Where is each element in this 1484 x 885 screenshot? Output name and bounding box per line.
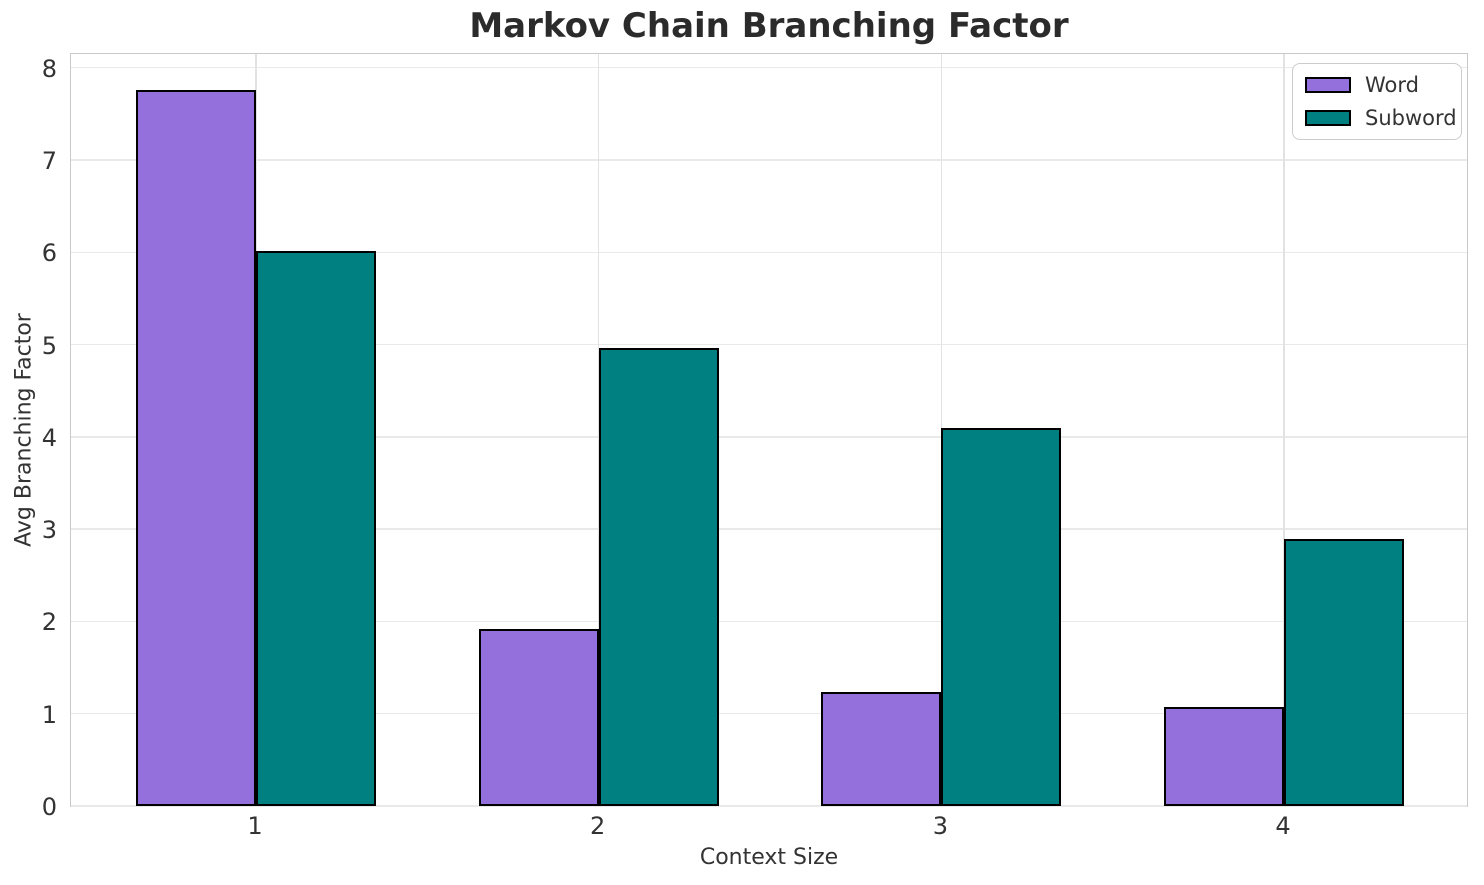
bar-word-1: [136, 89, 256, 806]
y-gridline: [71, 159, 1467, 161]
y-tick-label: 1: [41, 700, 57, 729]
x-gridline: [1283, 54, 1285, 806]
y-tick-label: 3: [41, 516, 57, 545]
bar-subword-2: [598, 348, 719, 806]
bar-word-2: [478, 628, 599, 806]
bar-subword-4: [1284, 539, 1404, 806]
y-gridline: [71, 620, 1467, 623]
bar-subword-3: [941, 427, 1062, 806]
y-gridline: [71, 713, 1467, 715]
y-gridline: [71, 251, 1467, 253]
y-gridline: [71, 805, 1467, 807]
y-tick-label: 5: [41, 331, 57, 360]
y-gridline: [71, 67, 1467, 69]
y-tick-label: 2: [41, 608, 57, 637]
y-gridline: [71, 343, 1467, 346]
x-axis-title: Context Size: [699, 845, 839, 870]
legend-item-subword: Subword: [1305, 106, 1457, 130]
legend-swatch-word-icon: [1305, 77, 1351, 93]
bar-subword-1: [256, 251, 376, 806]
legend-label-word: Word: [1365, 73, 1419, 97]
legend: Word Subword: [1292, 63, 1462, 140]
bar-word-3: [821, 691, 942, 806]
bar-word-4: [1164, 707, 1284, 806]
x-tick-label: 2: [590, 812, 606, 840]
plot-area: [70, 53, 1468, 807]
y-tick-label: 4: [41, 423, 57, 452]
x-tick-label: 4: [1275, 812, 1291, 840]
chart-title: Markov Chain Branching Factor: [469, 6, 1069, 46]
legend-item-word: Word: [1305, 73, 1449, 97]
y-gridline: [71, 436, 1467, 438]
y-axis-title: Avg Branching Factor: [11, 313, 37, 547]
x-tick-label: 1: [247, 812, 263, 840]
x-gridline: [597, 54, 600, 806]
y-tick-label: 7: [41, 146, 57, 175]
y-tick-label: 6: [41, 239, 57, 268]
legend-swatch-subword-icon: [1305, 110, 1351, 126]
y-tick-label: 8: [41, 54, 57, 83]
legend-label-subword: Subword: [1365, 106, 1457, 130]
x-gridline: [940, 54, 943, 806]
y-tick-label: 0: [41, 793, 57, 821]
y-gridline: [71, 528, 1467, 530]
x-tick-label: 3: [932, 812, 948, 840]
